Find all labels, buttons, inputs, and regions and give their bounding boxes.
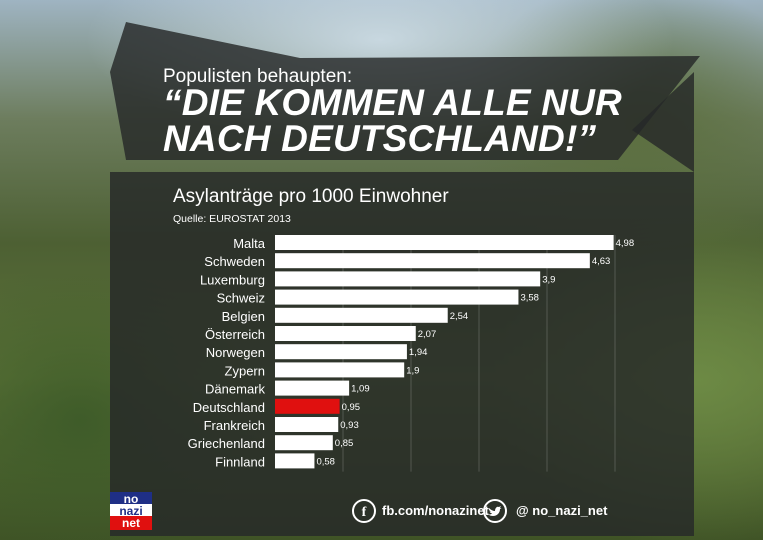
logo-text-net: net — [122, 516, 140, 530]
logo-text-no: no — [124, 492, 139, 506]
bar-8 — [275, 380, 350, 396]
bar-11 — [275, 435, 333, 451]
value-label-3: 3,58 — [520, 293, 539, 304]
headline-line-2: NACH DEUTSCHLAND!” — [163, 118, 597, 159]
category-label-3: Schweiz — [217, 291, 265, 306]
category-label-8: Dänemark — [205, 382, 265, 397]
bar-12 — [275, 453, 315, 469]
bar-2 — [275, 271, 541, 287]
twitter-icon[interactable] — [483, 499, 507, 523]
headline-banner — [110, 22, 700, 160]
facebook-glyph: f — [362, 505, 367, 520]
chart-source: Quelle: EUROSTAT 2013 — [173, 213, 291, 225]
category-label-10: Frankreich — [204, 418, 265, 433]
category-label-12: Finnland — [215, 454, 265, 469]
bar-10 — [275, 417, 339, 432]
value-label-2: 3,9 — [542, 274, 555, 285]
twitter-handle[interactable]: @ no_nazi_net — [516, 503, 608, 518]
bar-5 — [275, 326, 416, 341]
nonazi-logo: no nazi net — [110, 492, 152, 530]
value-label-12: 0,58 — [316, 456, 335, 467]
value-label-9: 0,95 — [342, 402, 361, 413]
value-label-1: 4,63 — [592, 256, 611, 267]
facebook-link[interactable]: fb.com/nonazinet — [382, 503, 489, 518]
category-label-7: Zypern — [225, 363, 265, 378]
bar-7 — [275, 362, 405, 378]
chart-panel-corner — [632, 72, 694, 172]
facebook-icon[interactable]: f — [352, 499, 376, 523]
category-label-5: Österreich — [205, 327, 265, 342]
twitter-glyph — [488, 506, 502, 516]
labels: Malta 4,98 Schweden 4,63 Luxemburg 3,9 Schweiz… — [188, 236, 634, 469]
headline-line-1: “DIE KOMMEN ALLE NUR — [163, 82, 622, 123]
bar-0 — [275, 235, 614, 250]
category-label-9: Deutschland — [193, 400, 265, 415]
category-label-11: Griechenland — [188, 436, 265, 451]
category-label-6: Norwegen — [206, 345, 265, 360]
bars — [275, 235, 614, 469]
category-label-4: Belgien — [222, 309, 265, 324]
value-label-4: 2,54 — [450, 311, 469, 322]
logo-text-nazi: nazi — [119, 504, 142, 518]
nonazi-logo-mark: no nazi net — [110, 492, 152, 530]
value-label-11: 0,85 — [335, 438, 354, 449]
category-label-2: Luxemburg — [200, 272, 265, 287]
value-label-7: 1,9 — [406, 365, 419, 376]
banner-subtitle: Populisten behaupten: — [163, 66, 353, 87]
bar-9 — [275, 398, 340, 414]
chart-title: Asylanträge pro 1000 Einwohner — [173, 186, 449, 207]
value-label-0: 4,98 — [616, 238, 635, 249]
bar-3 — [275, 289, 519, 305]
value-label-10: 0,93 — [340, 420, 359, 431]
category-label-1: Schweden — [204, 254, 265, 269]
bar-4 — [275, 307, 448, 323]
bar-6 — [275, 344, 407, 360]
value-label-5: 2,07 — [418, 329, 437, 340]
svg-text:f: f — [362, 505, 367, 520]
bar-1 — [275, 253, 590, 269]
value-label-6: 1,94 — [409, 347, 428, 358]
value-label-8: 1,09 — [351, 384, 370, 395]
category-label-0: Malta — [233, 236, 266, 251]
